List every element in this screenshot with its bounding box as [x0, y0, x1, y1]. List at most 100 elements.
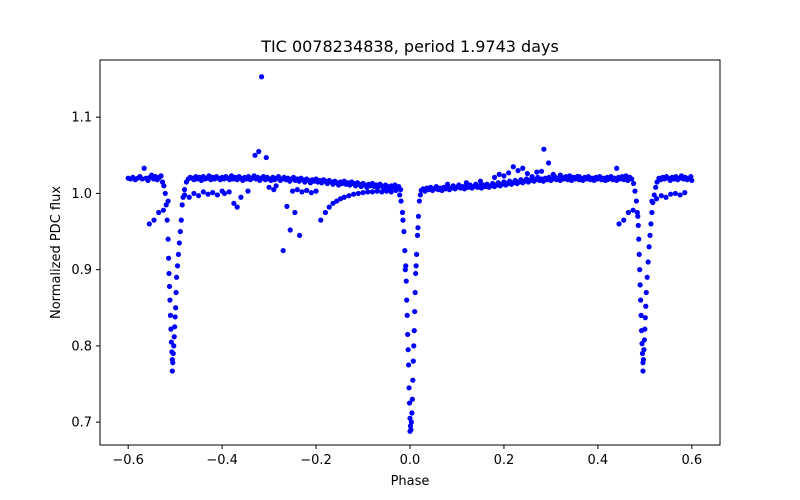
data-point [234, 204, 240, 210]
data-point [258, 74, 265, 80]
data-point [646, 244, 652, 250]
data-point [645, 259, 651, 265]
data-point [165, 236, 171, 242]
data-point [672, 190, 678, 197]
data-point [179, 202, 185, 208]
data-point [141, 165, 147, 171]
data-point [172, 314, 178, 320]
data-point [651, 192, 657, 198]
data-point [360, 190, 366, 196]
data-point [403, 278, 409, 284]
data-point [415, 213, 422, 219]
data-point [405, 331, 411, 338]
data-point [658, 193, 664, 199]
data-point [585, 174, 592, 181]
data-point [413, 251, 420, 258]
data-point [689, 177, 695, 184]
data-point [400, 217, 406, 223]
data-point [405, 347, 411, 353]
data-point [545, 160, 552, 166]
data-point [416, 198, 422, 204]
data-point [635, 222, 641, 229]
data-point [406, 400, 413, 406]
data-point [520, 165, 526, 171]
data-point [682, 190, 688, 196]
data-point [635, 213, 641, 219]
data-point [226, 189, 232, 195]
data-point [280, 247, 286, 254]
data-point [510, 164, 516, 170]
data-point [649, 198, 655, 204]
data-point [330, 200, 336, 206]
data-point [294, 187, 300, 193]
data-point [398, 198, 404, 204]
data-point [379, 189, 385, 195]
data-point [404, 297, 410, 303]
data-point [595, 175, 601, 181]
data-point [214, 192, 221, 198]
data-point [640, 368, 646, 374]
data-point [643, 303, 649, 309]
data-point [273, 183, 279, 189]
data-point [405, 362, 412, 368]
data-point [639, 341, 645, 347]
data-point [318, 217, 324, 223]
data-point [618, 174, 624, 181]
data-point [165, 255, 172, 261]
data-point [158, 173, 164, 179]
data-point [647, 232, 653, 238]
data-point [164, 217, 170, 223]
data-point [406, 385, 412, 391]
y-axis-label: Normalized PDC flux [49, 186, 64, 319]
data-point [402, 247, 408, 254]
data-point [221, 190, 228, 197]
data-point [640, 357, 647, 363]
data-point [407, 428, 413, 434]
data-point [408, 419, 415, 425]
data-point [172, 324, 178, 330]
data-point [506, 170, 512, 176]
data-point [299, 189, 305, 195]
data-point [412, 289, 418, 296]
data-point [170, 350, 176, 357]
data-point [557, 172, 563, 178]
data-point [173, 289, 179, 296]
data-point [178, 217, 184, 223]
data-point [266, 184, 272, 190]
data-point [308, 190, 314, 196]
y-tick-label: 1.1 [71, 111, 92, 126]
data-point [668, 191, 674, 197]
data-point [181, 192, 188, 198]
data-point [346, 193, 352, 199]
data-point [263, 154, 269, 161]
data-point [524, 170, 531, 177]
data-point [653, 196, 660, 202]
data-point [171, 343, 177, 349]
data-point [604, 177, 610, 183]
data-point [642, 315, 648, 321]
data-point [161, 183, 167, 189]
data-point [411, 328, 417, 334]
data-point [630, 180, 637, 187]
data-point [393, 187, 399, 193]
data-point [643, 289, 649, 296]
data-point [411, 343, 417, 349]
data-point [463, 180, 469, 186]
data-point [374, 188, 380, 194]
data-point [550, 171, 556, 177]
data-point [334, 198, 340, 204]
data-point [210, 190, 216, 196]
data-point [630, 207, 636, 213]
data-point [409, 396, 415, 402]
data-point [623, 173, 629, 179]
data-point [271, 187, 277, 193]
data-point [576, 174, 582, 180]
data-point [313, 188, 319, 194]
data-point [168, 326, 174, 332]
data-point [168, 339, 174, 345]
y-axis-ticks: 0.7 0.8 0.9 1.0 1.1 [71, 111, 100, 431]
chart-title: TIC 0078234838, period 1.9743 days [260, 37, 559, 56]
data-point [146, 221, 152, 227]
y-tick-label: 0.8 [71, 339, 92, 354]
